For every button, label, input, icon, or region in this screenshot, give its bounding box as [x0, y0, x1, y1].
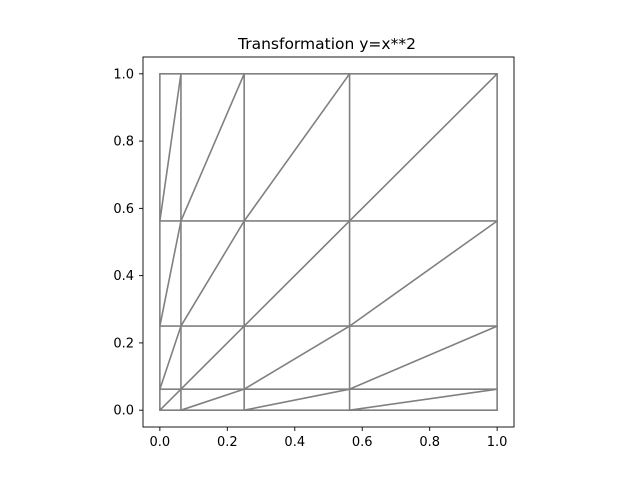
chart-title: Transformation y=x**2	[237, 35, 416, 53]
y-tick-label: 0.8	[113, 135, 134, 150]
y-tick-label: 1.0	[113, 67, 134, 82]
x-tick-label: 1.0	[487, 435, 508, 450]
mesh-diagonal-line	[348, 73, 498, 222]
x-tick-label: 0.4	[284, 435, 305, 450]
mesh-lines	[159, 73, 498, 411]
mesh-diagonal-line	[159, 388, 182, 411]
mesh-diagonal-line	[348, 325, 498, 390]
x-tick-label: 0.8	[419, 435, 440, 450]
x-tick-label: 0.0	[150, 435, 171, 450]
mesh-diagonal-line	[180, 73, 245, 222]
x-axis: 0.0 0.2 0.4 0.6 0.8 1.0	[150, 427, 508, 450]
y-tick-label: 0.2	[113, 336, 134, 351]
mesh-diagonal-line	[159, 325, 182, 390]
mesh-diagonal-line	[159, 220, 182, 327]
mesh-diagonal-line	[180, 388, 245, 411]
x-tick-label: 0.2	[217, 435, 238, 450]
axes-frame	[142, 56, 515, 428]
mesh-diagonal-line	[180, 325, 245, 390]
y-tick-label: 0.6	[113, 202, 134, 217]
mesh-diagonal-line	[159, 73, 182, 222]
mesh-diagonal-line	[243, 220, 351, 327]
mesh-diagonal-line	[243, 73, 351, 222]
y-axis: 0.0 0.2 0.4 0.6 0.8 1.0	[113, 67, 143, 419]
mesh-diagonal-line	[243, 325, 351, 390]
y-tick-label: 0.0	[113, 404, 134, 419]
mesh-diagonal-line	[243, 388, 351, 411]
mesh-diagonal-line	[348, 220, 498, 327]
mesh-diagonal-line	[180, 220, 245, 327]
x-tick-label: 0.6	[352, 435, 373, 450]
mesh-diagonal-line	[348, 388, 498, 411]
y-tick-label: 0.4	[113, 269, 134, 284]
